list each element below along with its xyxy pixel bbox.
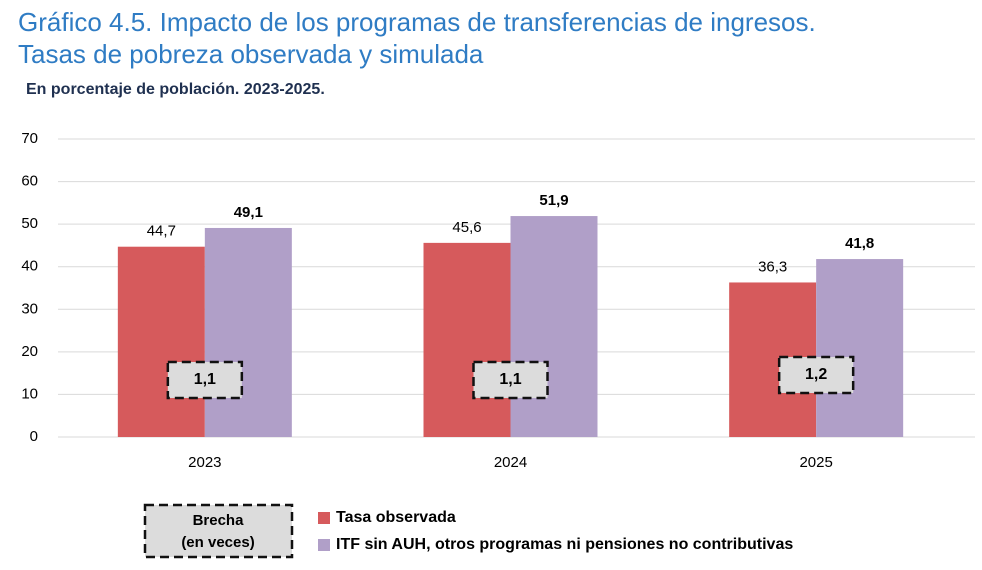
- y-tick-label: 10: [21, 385, 38, 402]
- value-label: 49,1: [234, 204, 263, 221]
- value-label: 51,9: [539, 192, 568, 209]
- gap-label: 1,2: [805, 366, 827, 383]
- legend-label: ITF sin AUH, otros programas ni pensione…: [336, 536, 793, 553]
- y-tick-label: 40: [21, 258, 38, 275]
- legend-swatch: [318, 512, 330, 524]
- value-label: 36,3: [758, 258, 787, 275]
- chart-title: Tasas de pobreza observada y simulada: [18, 39, 484, 69]
- legend-swatch: [318, 539, 330, 551]
- legend-label: Tasa observada: [336, 509, 456, 526]
- chart-subtitle: En porcentaje de población. 2023-2025.: [26, 81, 325, 98]
- y-tick-label: 70: [21, 130, 38, 147]
- bar: [423, 242, 511, 437]
- y-tick-label: 20: [21, 343, 38, 360]
- gap-box: [777, 355, 855, 395]
- bar: [117, 246, 205, 437]
- chart-title: Gráfico 4.5. Impacto de los programas de…: [18, 7, 816, 37]
- x-tick-label: 2023: [188, 454, 221, 471]
- x-tick-label: 2025: [799, 454, 832, 471]
- bar: [204, 227, 292, 437]
- gap-box: [472, 360, 549, 400]
- gap-box: [166, 360, 244, 400]
- value-label: 45,6: [452, 219, 481, 236]
- value-label: 44,7: [147, 223, 176, 240]
- gap-legend-label: Brecha: [193, 512, 245, 529]
- x-tick-label: 2024: [494, 454, 527, 471]
- y-tick-label: 60: [21, 173, 38, 190]
- bar: [816, 259, 904, 437]
- y-tick-label: 30: [21, 300, 38, 317]
- bar: [510, 216, 598, 437]
- gap-label: 1,1: [499, 371, 521, 388]
- value-label: 41,8: [845, 235, 874, 252]
- y-tick-label: 0: [30, 428, 38, 445]
- gap-label: 1,1: [194, 371, 216, 388]
- gap-legend-label: (en veces): [181, 534, 254, 551]
- gap-legend-box: [143, 503, 294, 559]
- y-tick-label: 50: [21, 215, 38, 232]
